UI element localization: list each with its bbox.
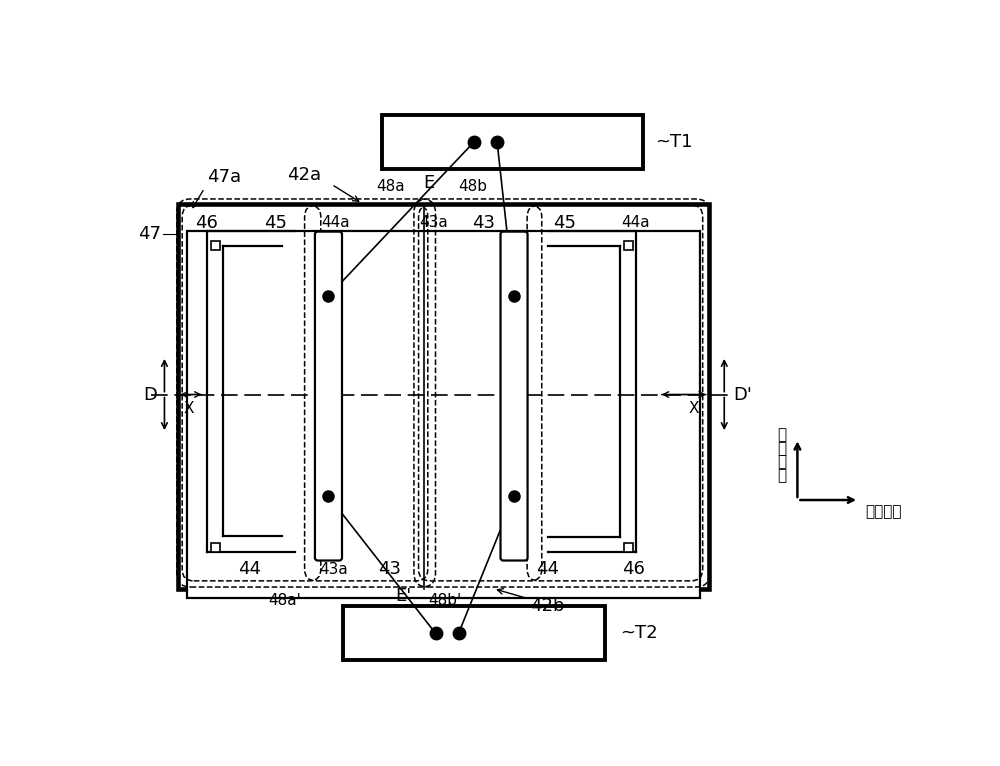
Bar <box>624 241 633 250</box>
Text: 44: 44 <box>536 560 559 578</box>
Text: 44: 44 <box>238 560 261 578</box>
Bar <box>211 543 220 552</box>
Text: X: X <box>184 401 194 416</box>
Text: ~T2: ~T2 <box>620 624 658 642</box>
Text: 48b': 48b' <box>428 593 461 607</box>
Text: 47a: 47a <box>207 168 241 185</box>
Text: 46: 46 <box>622 560 645 578</box>
Text: 43: 43 <box>473 214 496 232</box>
Text: 43a: 43a <box>319 561 348 577</box>
Text: 43a: 43a <box>419 215 448 231</box>
Bar <box>382 115 643 169</box>
Text: E: E <box>424 174 435 192</box>
Bar <box>187 231 700 597</box>
Text: 45: 45 <box>264 214 287 232</box>
Text: 46: 46 <box>195 214 218 232</box>
Bar <box>343 606 605 660</box>
Text: 44a: 44a <box>621 215 650 231</box>
Text: D': D' <box>733 385 752 404</box>
Text: E': E' <box>395 588 411 605</box>
Text: 47: 47 <box>138 225 161 244</box>
Text: X: X <box>688 401 699 416</box>
Bar <box>211 241 220 250</box>
Text: 42b: 42b <box>530 597 564 615</box>
FancyBboxPatch shape <box>315 231 342 561</box>
Bar <box>624 543 633 552</box>
Text: 48a: 48a <box>376 179 405 194</box>
Text: 第
一
方
向: 第 一 方 向 <box>777 427 787 483</box>
Text: 42a: 42a <box>288 166 322 184</box>
Text: 45: 45 <box>553 214 576 232</box>
Text: 第二方向: 第二方向 <box>865 504 902 519</box>
Text: 48b: 48b <box>459 179 488 194</box>
Text: 48a': 48a' <box>268 593 301 607</box>
Bar <box>178 204 709 588</box>
FancyBboxPatch shape <box>501 231 528 561</box>
Text: D: D <box>143 385 157 404</box>
Text: ~T1: ~T1 <box>655 133 692 151</box>
Text: 44a: 44a <box>321 215 350 231</box>
Text: 43: 43 <box>378 560 401 578</box>
